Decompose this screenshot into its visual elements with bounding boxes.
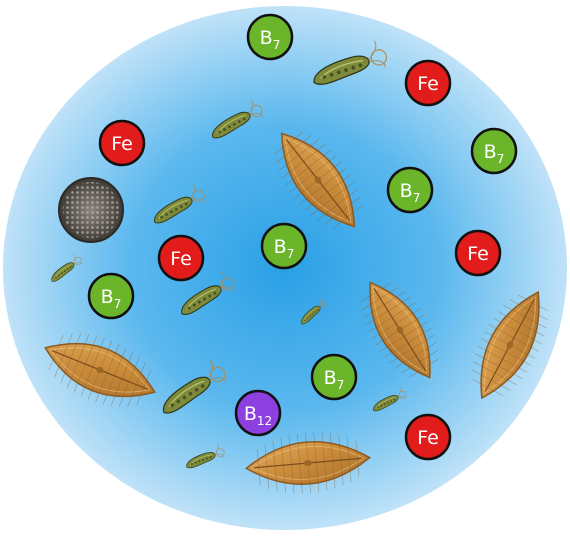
flagellate-alga: [154, 184, 205, 224]
vitamin-b7-token: B7: [87, 272, 135, 320]
token-label: B7: [324, 367, 345, 392]
pennate-diatom: [244, 432, 372, 494]
token-label: B12: [244, 403, 272, 428]
flagellate-alga: [181, 271, 235, 315]
flagellate-alga: [373, 387, 407, 412]
token-label: B7: [260, 27, 281, 52]
token-label: Fe: [467, 243, 489, 265]
token-label: B7: [101, 286, 122, 311]
nutrient-tokens-layer: Fe Fe Fe Fe Fe B7 B7 B7 B7 B7 B7 B12: [87, 13, 518, 461]
token-label: Fe: [170, 248, 192, 270]
flagellate-alga: [51, 253, 83, 282]
iron-token: Fe: [98, 119, 146, 167]
pennate-diatom: [472, 290, 548, 400]
token-label: Fe: [111, 133, 133, 155]
centric-diatom: [58, 177, 124, 243]
vitamin-b7-token: B7: [310, 353, 358, 401]
iron-token: Fe: [454, 229, 502, 277]
flagellate-alga: [186, 443, 225, 469]
pennate-diatom: [44, 333, 156, 407]
iron-token: Fe: [404, 413, 452, 461]
vitamin-b7-token: B7: [470, 127, 518, 175]
flagellate-alga: [313, 40, 388, 85]
vitamin-b7-token: B7: [246, 13, 294, 61]
vitamin-b7-token: B7: [260, 222, 308, 270]
token-label: Fe: [417, 427, 439, 449]
pennate-diatom: [274, 131, 362, 229]
vitamin-b12-token: B12: [234, 389, 282, 437]
iron-token: Fe: [157, 234, 205, 282]
token-label: B7: [400, 180, 421, 205]
token-label: B7: [484, 141, 505, 166]
vitamin-b7-token: B7: [386, 166, 434, 214]
pennate-diatom: [361, 281, 439, 379]
flagellate-alga: [162, 359, 227, 414]
token-label: Fe: [417, 73, 439, 95]
flagellate-alga: [301, 298, 328, 325]
token-label: B7: [274, 236, 295, 261]
organisms-layer: [44, 40, 548, 494]
flagellate-alga: [212, 99, 263, 139]
iron-token: Fe: [404, 59, 452, 107]
